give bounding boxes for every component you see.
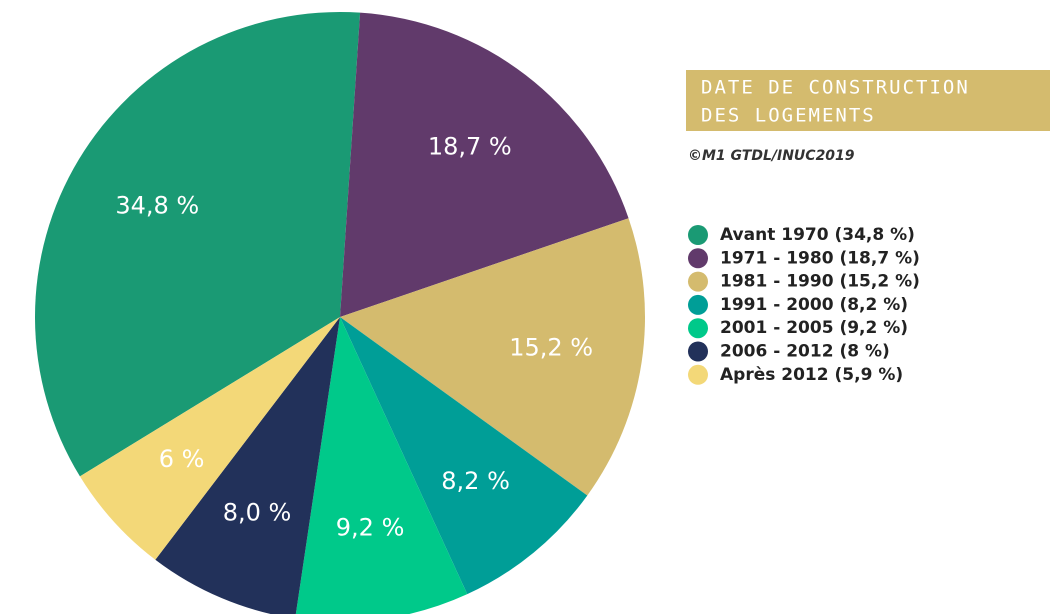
slice-label: 8,2 % [441,467,510,495]
subtitle: ©M1 GTDL/INUC2019 [688,148,855,164]
slice-label: 18,7 % [428,132,512,160]
title-band [686,70,1050,131]
legend-swatch [688,225,708,245]
legend-label: Avant 1970 (34,8 %) [720,225,915,245]
legend-label: 1971 - 1980 (18,7 %) [720,248,920,268]
slice-label: 34,8 % [115,192,199,220]
pie-slice [155,317,340,614]
slice-label: 6 % [159,445,205,473]
slice-label: 15,2 % [509,333,593,361]
legend-label: 2006 - 2012 (8 %) [720,342,890,362]
legend-label: 2001 - 2005 (9,2 %) [720,318,908,338]
legend-swatch [688,294,708,315]
legend-swatch [688,364,708,385]
slice-label: 9,2 % [336,513,405,541]
pie-slice [340,12,629,318]
pie-slice [340,218,645,496]
chart-title: DATE DE CONSTRUCTION [701,77,970,99]
legend-swatch [688,341,708,362]
pie-slice [35,11,361,477]
legend-swatch [688,318,708,339]
pie-slice [295,317,468,614]
legend-swatch [688,271,708,292]
pie-slice [340,317,588,595]
legend-label: 1991 - 2000 (8,2 %) [720,295,908,315]
pie-slice [79,317,340,560]
legend-label: 1981 - 1990 (15,2 %) [720,272,920,292]
slice-label: 8,0 % [223,499,292,527]
chart-title: DES LOGEMENTS [701,105,876,127]
legend-label: Après 2012 (5,9 %) [720,365,903,385]
legend-swatch [688,248,708,269]
